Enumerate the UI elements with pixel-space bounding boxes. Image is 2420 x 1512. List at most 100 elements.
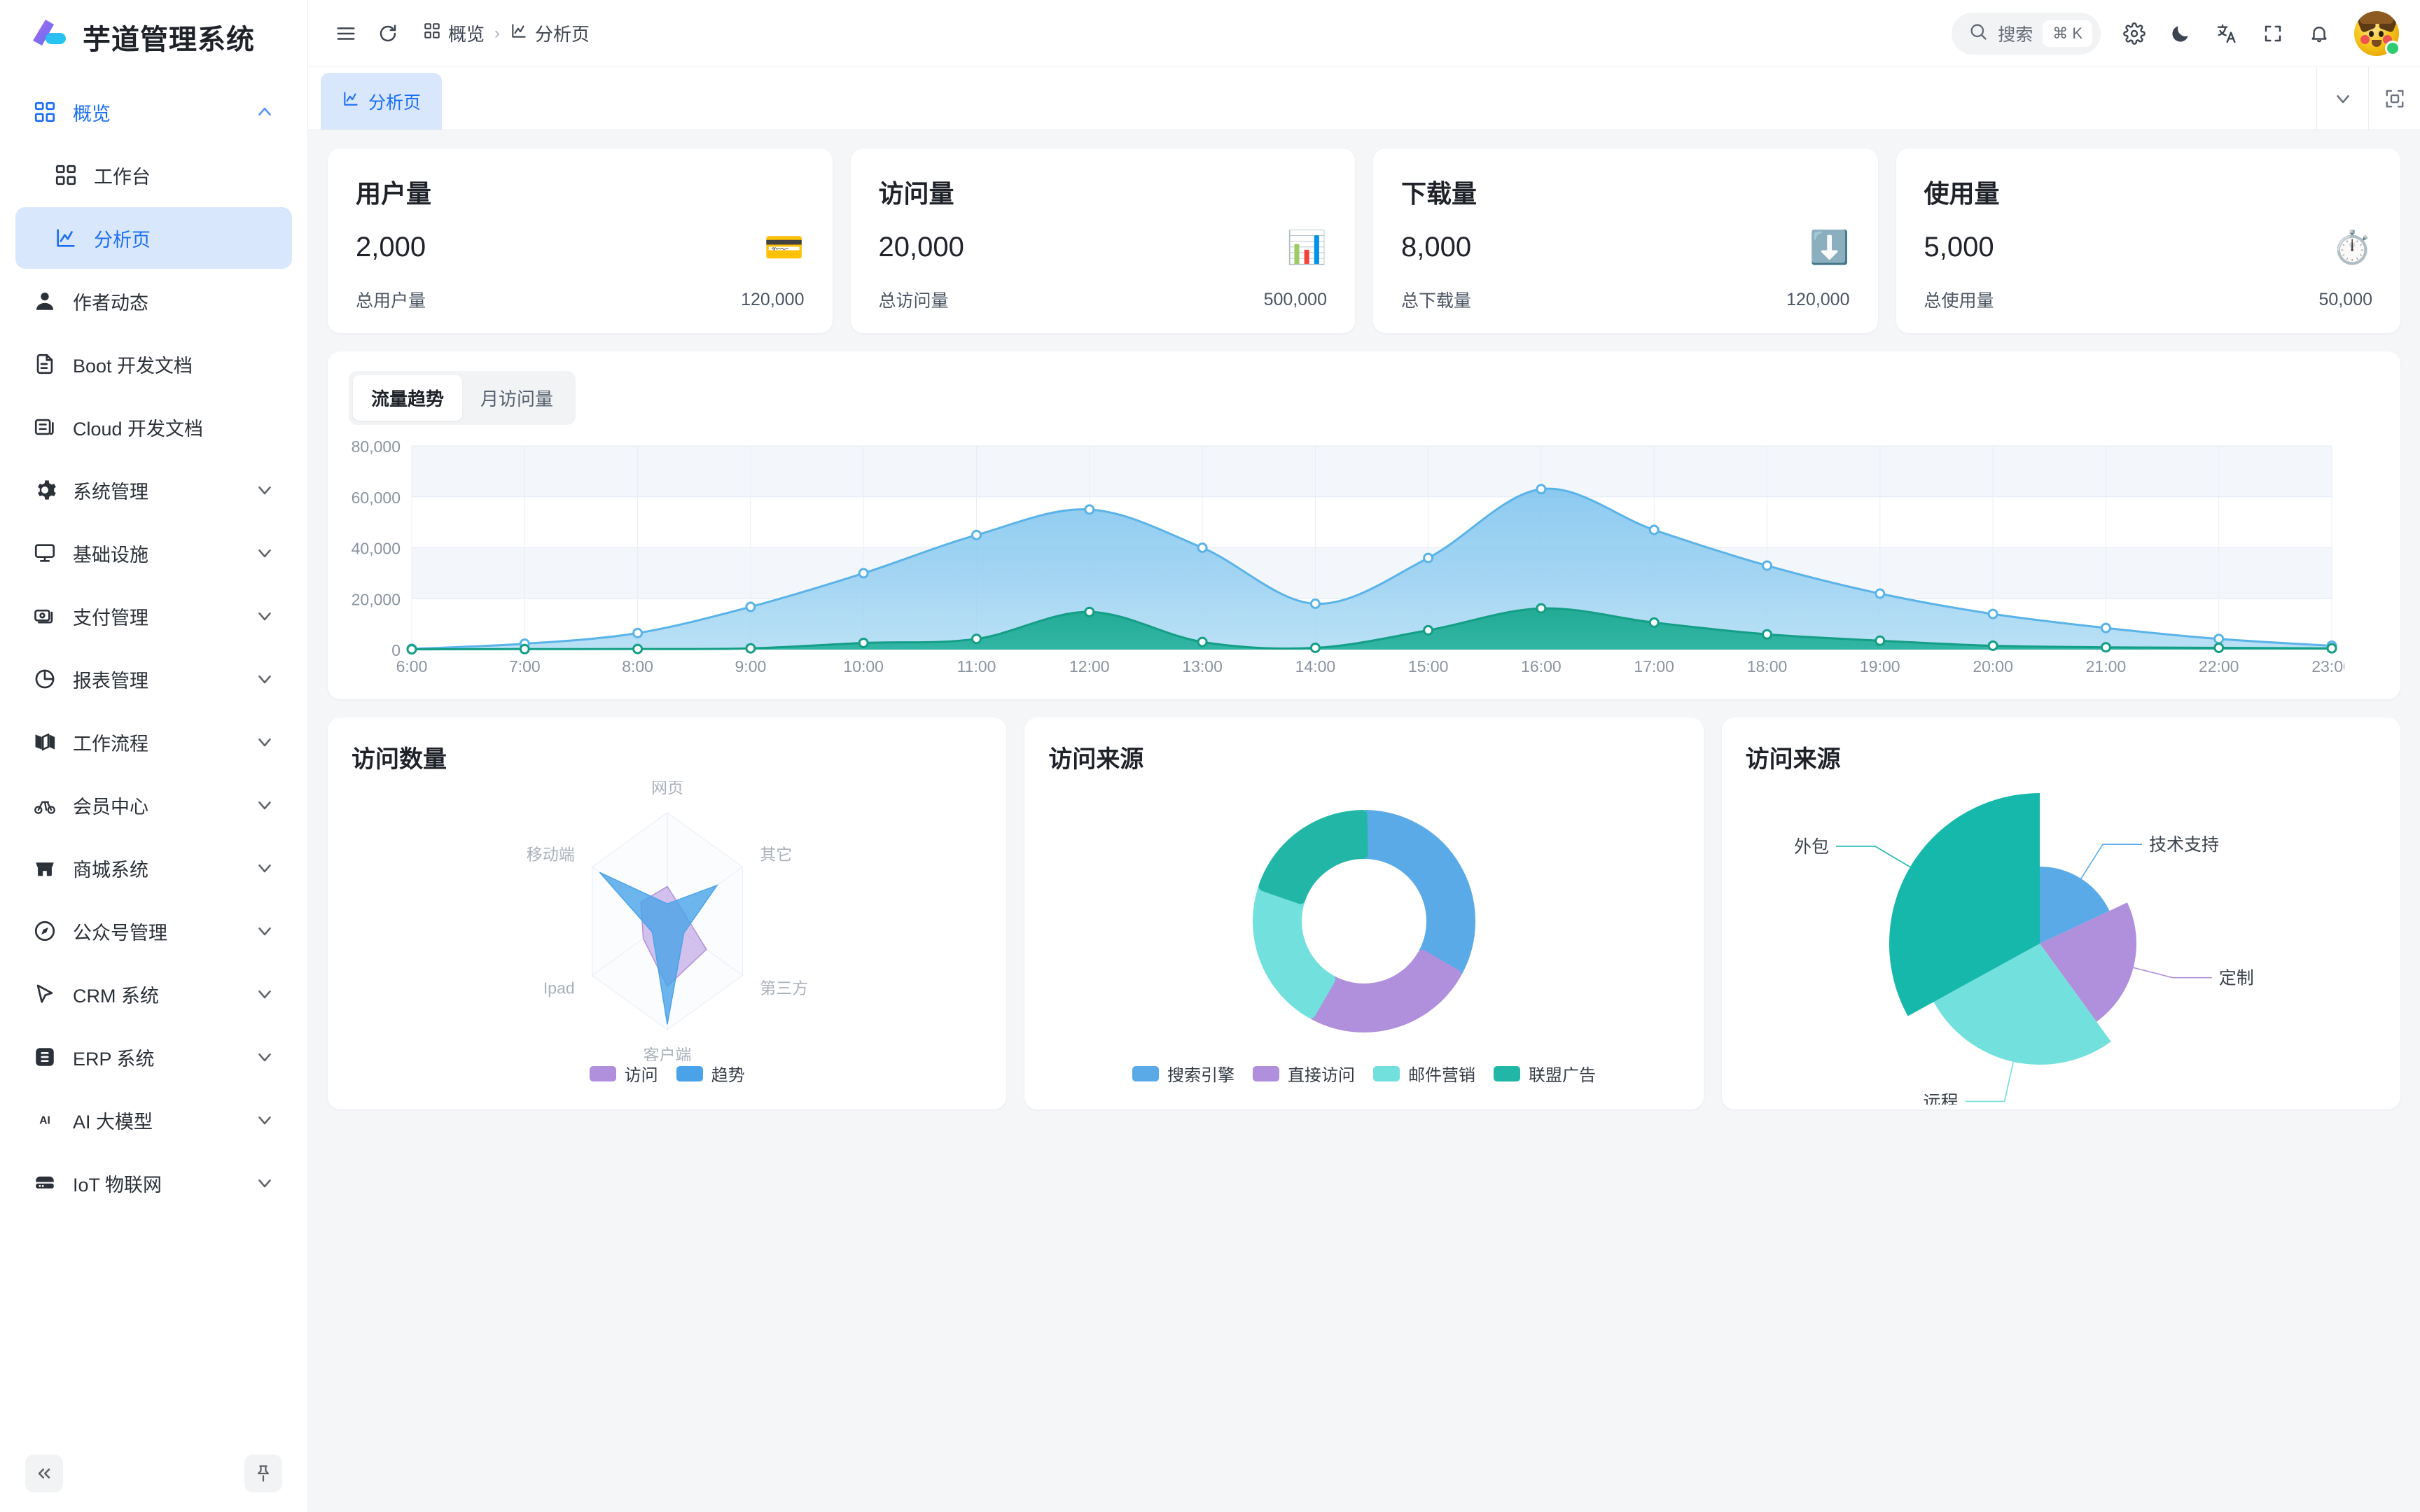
stat-footer-value: 500,000 <box>1263 289 1327 309</box>
sidebar-item-label: CRM 系统 <box>73 985 159 1007</box>
sidebar-menu: 概览 工作台 分析页 作者动态 Boot 开发文档 Cloud 开发文档 系统管理 基础设施支… <box>0 74 307 1435</box>
sidebar-item-1[interactable]: 工作台 <box>15 144 292 206</box>
legend-label: 邮件营销 <box>1407 1066 1475 1085</box>
sidebar-item-4[interactable]: Boot 开发文档 <box>15 333 292 395</box>
chevron-down-icon[interactable] <box>254 983 275 1004</box>
area-chart[interactable]: 0 20,000 40,000 60,000 80,000 6:00 7:00 8:00 9:0… <box>349 438 2379 685</box>
legend-item[interactable]: 邮件营销 <box>1372 1061 1475 1086</box>
sidebar-item-11[interactable]: 会员中心 <box>15 774 292 836</box>
chevron-down-icon[interactable] <box>2316 67 2368 130</box>
expand-icon[interactable] <box>2368 67 2420 130</box>
moon-icon[interactable] <box>2161 14 2200 53</box>
legend-item[interactable]: 直接访问 <box>1252 1061 1355 1086</box>
pin-icon[interactable] <box>244 1455 282 1492</box>
legend-swatch <box>1372 1065 1400 1082</box>
chevron-down-icon[interactable] <box>254 479 275 500</box>
donut-chart[interactable] <box>1048 781 1679 1061</box>
chevron-down-icon[interactable] <box>254 732 275 752</box>
gear-icon[interactable] <box>2115 14 2154 53</box>
trend-tabs: 流量趋势 月访问量 <box>349 371 576 425</box>
gear-icon <box>32 477 57 503</box>
fullscreen-icon[interactable] <box>2253 14 2293 53</box>
doc-icon <box>32 351 57 377</box>
sidebar-item-9[interactable]: 报表管理 <box>15 648 292 710</box>
sidebar-item-label: 支付管理 <box>73 607 148 629</box>
chevron-down-icon[interactable] <box>254 1172 275 1194</box>
stat-value: 2,000 <box>356 231 426 262</box>
search-icon <box>1968 22 1988 45</box>
legend-item[interactable]: 访问 <box>589 1061 658 1086</box>
chevron-down-icon[interactable] <box>254 542 275 564</box>
stat-title: 下载量 <box>1401 179 1477 208</box>
avatar[interactable] <box>2354 10 2400 56</box>
chevron-down-icon[interactable] <box>254 858 275 878</box>
chevron-down-icon[interactable] <box>254 668 275 690</box>
brand[interactable]: 芋道管理系统 <box>0 0 307 74</box>
sidebar-item-10[interactable]: 工作流程 <box>15 711 292 773</box>
breadcrumb-label: 概览 <box>448 24 485 45</box>
chevron-up-icon[interactable] <box>254 102 275 122</box>
stat-cards: 用户量 2,000 💳 总用户量 120,000 访问量 20,000 📊 总访问量 500,00… <box>328 148 2400 333</box>
tabbar-spacer <box>442 67 2316 130</box>
hamburger-icon[interactable] <box>326 14 366 53</box>
svg-text:Ipad: Ipad <box>543 979 575 997</box>
sidebar-item-6[interactable]: 系统管理 <box>15 459 292 521</box>
radar-chart[interactable]: 网页 其它 第三方 客户端 Ipad 移动端 <box>352 781 982 1061</box>
sidebar-item-label: 公众号管理 <box>73 922 167 944</box>
rose-chart[interactable]: 技术支持 定制 远程 外包 <box>1746 776 2377 1105</box>
sidebar-item-12[interactable]: 商城系统 <box>15 837 292 899</box>
stat-footer-label: 总用户量 <box>356 291 426 311</box>
sidebar-item-14[interactable]: CRM 系统 <box>15 963 292 1025</box>
sidebar-item-label: 会员中心 <box>73 796 148 818</box>
sidebar-item-16[interactable]: AI AI 大模型 <box>15 1089 292 1151</box>
chevron-down-icon[interactable] <box>254 794 275 816</box>
svg-text:移动端: 移动端 <box>526 846 574 864</box>
svg-text:AI: AI <box>39 1115 50 1127</box>
main-area: 概览 › 分析页 <box>308 0 2420 1512</box>
chevron-down-icon[interactable] <box>254 606 275 626</box>
chevron-down-icon[interactable] <box>254 1110 275 1130</box>
legend-item[interactable]: 搜索引擎 <box>1132 1061 1235 1086</box>
sidebar-item-label: 商城系统 <box>73 859 148 881</box>
sidebar-collapse-button[interactable] <box>25 1455 63 1492</box>
sidebar-item-15[interactable]: ERP 系统 <box>15 1026 292 1088</box>
tab-traffic-trend[interactable]: 流量趋势 <box>353 375 463 421</box>
download-icon: ⬇️ <box>1809 229 1850 265</box>
legend-label: 访问 <box>624 1066 658 1085</box>
legend-item[interactable]: 联盟广告 <box>1493 1061 1596 1086</box>
rose-card-title: 访问来源 <box>1745 746 1841 773</box>
sidebar-item-7[interactable]: 基础设施 <box>15 522 292 584</box>
legend-swatch <box>1132 1065 1159 1082</box>
sidebar-item-3[interactable]: 作者动态 <box>15 270 292 332</box>
donut-card: 访问来源 搜索引擎 直接访问 邮件营销 联盟广告 <box>1024 718 1704 1110</box>
sidebar-item-17[interactable]: IoT 物联网 <box>15 1152 292 1214</box>
search-input[interactable]: 搜索 ⌘ K <box>1952 12 2101 55</box>
stat-main: 8,000 ⬇️ <box>1401 231 1850 263</box>
stat-card-1: 访问量 20,000 📊 总访问量 500,000 <box>850 148 1355 333</box>
donut-legend: 搜索引擎 直接访问 邮件营销 联盟广告 <box>1048 1061 1679 1086</box>
breadcrumb-item-analysis[interactable]: 分析页 <box>510 20 590 46</box>
breadcrumb-item-overview[interactable]: 概览 <box>423 20 485 46</box>
tab-analysis[interactable]: 分析页 <box>321 73 443 130</box>
stat-card-0: 用户量 2,000 💳 总用户量 120,000 <box>328 148 833 333</box>
sidebar-item-8[interactable]: 支付管理 <box>15 585 292 647</box>
sidebar-item-13[interactable]: 公众号管理 <box>15 900 292 962</box>
svg-text:10:00: 10:00 <box>843 657 884 676</box>
legend-item[interactable]: 趋势 <box>676 1061 745 1086</box>
tabbar: 分析页 <box>308 67 2420 130</box>
svg-text:其它: 其它 <box>760 846 792 864</box>
stat-value: 5,000 <box>1924 231 1994 262</box>
svg-text:80,000: 80,000 <box>352 440 401 456</box>
sidebar-item-0[interactable]: 概览 <box>15 81 292 143</box>
chevron-down-icon[interactable] <box>254 1046 275 1068</box>
tab-monthly-visits[interactable]: 月访问量 <box>480 388 554 410</box>
donut-card-title: 访问来源 <box>1048 746 1144 773</box>
sidebar-footer <box>0 1435 307 1512</box>
sidebar-item-2[interactable]: 分析页 <box>15 207 292 269</box>
translate-icon[interactable] <box>2207 14 2246 53</box>
bell-icon[interactable] <box>2300 14 2339 53</box>
sidebar-item-5[interactable]: Cloud 开发文档 <box>15 396 292 458</box>
sidebar: 芋道管理系统 概览 工作台 分析页 作者动态 Boot 开发文档 Cloud 开发文档 系统… <box>0 0 308 1512</box>
refresh-icon[interactable] <box>368 14 408 53</box>
chevron-down-icon[interactable] <box>254 920 275 941</box>
